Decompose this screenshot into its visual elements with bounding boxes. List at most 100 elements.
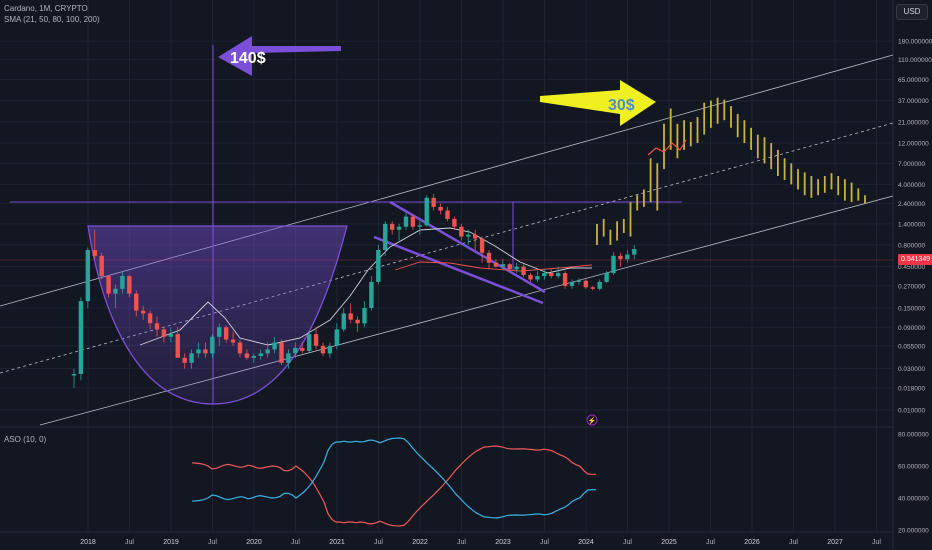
price-tick-label: 0.270000 [898,283,925,290]
aso-bear-line [191,437,596,519]
candle [569,281,575,286]
price-tick-label: 180.000000 [898,39,932,46]
candle [362,308,367,324]
price-axis: 180.000000 110.000000 65.000000 37.000000 21… [898,39,932,535]
time-tick-label: 2025 [661,539,677,546]
cup-shape [87,225,348,405]
candle [431,197,436,207]
candle [590,287,595,289]
time-tick-label: Jul [623,539,632,546]
candle [113,288,118,294]
time-tick-label: Jul [789,539,798,546]
candle [542,273,547,277]
candles [71,193,637,388]
price-tick-label: 0.090000 [898,325,925,332]
event-marker [586,414,598,426]
time-tick-label: 2026 [744,539,760,546]
time-tick-label: Jul [374,539,383,546]
candle [223,327,229,340]
wedge-upper-line [389,200,546,294]
candle [376,250,381,282]
sma-line [139,227,592,346]
candle [265,349,270,354]
candle [196,349,201,354]
candle [272,342,277,350]
current-price-badge: 0.541349 [898,254,932,265]
candle [479,238,485,253]
time-tick-label: Jul [540,539,549,546]
candle [244,353,250,358]
price-tick-label: 0.030000 [898,366,925,373]
candle [341,313,346,330]
candle [189,353,194,363]
candle [555,273,561,277]
price-tick-label: 0.800000 [898,243,925,250]
candle [313,334,319,346]
time-tick-label: 2019 [163,539,179,546]
candle [78,301,84,375]
candle [528,275,533,280]
price-tick-label: 21.000000 [898,119,929,126]
candle [217,327,222,337]
time-tick-label: 2021 [329,539,345,546]
candle [403,216,409,227]
candle [286,353,291,363]
candle [466,234,471,237]
candle [168,334,174,337]
candle [175,334,180,358]
candle [300,347,305,351]
candle [535,276,540,280]
candle [583,280,589,288]
sma-label[interactable]: SMA (21, 50, 80, 100, 200) [4,15,100,24]
candle [334,329,340,346]
candle [521,266,526,276]
candle [92,250,97,256]
wedge-lower-line [373,235,544,305]
candle [258,353,263,356]
candle [493,262,499,267]
candle [306,334,312,351]
currency-button[interactable]: USD [896,4,928,20]
price-tick-label: 0.018000 [898,385,925,392]
candle [486,252,492,263]
candle [383,223,388,251]
symbol-label: Cardano, 1M, CRYPTO [4,4,88,13]
time-tick-label: 2018 [80,539,96,546]
candle [417,225,423,227]
candle [410,216,416,227]
candle [320,345,326,354]
candle [576,280,582,282]
candle [500,264,506,267]
candle [604,273,609,282]
candle [452,218,457,227]
candle [161,329,167,337]
candle [611,255,616,274]
channel-mid-line [0,122,894,374]
candle [389,223,395,230]
candle [293,347,298,354]
aso-label[interactable]: ASO (10, 0) [4,435,47,444]
price-tick-label: 12.000000 [898,141,929,148]
candle [459,226,464,237]
candle [127,276,132,294]
candle [445,210,450,219]
aso-bull-line [191,445,596,527]
candle [424,197,429,226]
candle [597,281,602,289]
aso-oscillator [191,437,596,527]
price-tick-label: 110.000000 [898,57,932,64]
candle [230,339,236,343]
time-tick-label: Jul [208,539,217,546]
candle [327,345,333,354]
projection-red-line [647,139,687,156]
price-tick-label: 0.055000 [898,343,925,350]
candle [632,248,637,255]
time-axis: 2018 Jul 2019 Jul 2020 Jul 2021 Jul 2022 Jul 2023 J… [80,539,881,546]
price-tick-label: 37.000000 [898,98,929,105]
price-tick-label: 65.000000 [898,77,929,84]
candle [99,255,104,277]
arrow-140-label: 140$ [230,50,266,67]
candle [279,342,284,363]
time-tick-label: Jul [291,539,300,546]
